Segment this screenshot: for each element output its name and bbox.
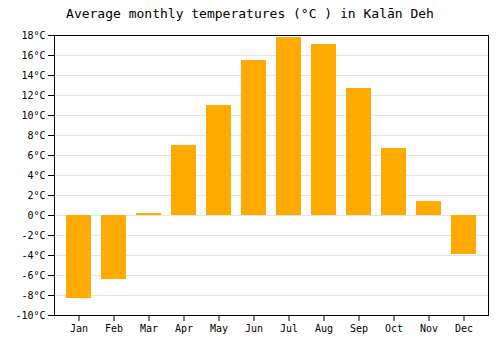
svg-text:Aug: Aug	[315, 323, 333, 334]
svg-text:Jun: Jun	[245, 323, 263, 334]
svg-text:-4°C: -4°C	[21, 250, 45, 261]
html-text:Average monthly temperatures (: Average monthly temperatures (°C ) in Ka…	[66, 6, 434, 21]
svg-text:Feb: Feb	[105, 323, 123, 334]
svg-text:Apr: Apr	[175, 323, 193, 334]
svg-text:May: May	[210, 323, 228, 334]
svg-text:10°C: 10°C	[21, 110, 45, 121]
svg-text:Nov: Nov	[420, 323, 438, 334]
svg-text:-10°C: -10°C	[15, 310, 45, 321]
svg-text:Mar: Mar	[140, 323, 158, 334]
svg-text:4°C: 4°C	[27, 170, 45, 181]
svg-text:14°C: 14°C	[21, 70, 45, 81]
svg-text:Jan: Jan	[70, 323, 88, 334]
svg-text:-6°C: -6°C	[21, 270, 45, 281]
svg-text:Sep: Sep	[350, 323, 368, 334]
svg-text:18°C: 18°C	[21, 30, 45, 41]
svg-text:0°C: 0°C	[27, 210, 45, 221]
svg-text:16°C: 16°C	[21, 50, 45, 61]
svg-text:6°C: 6°C	[27, 150, 45, 161]
svg-text:2°C: 2°C	[27, 190, 45, 201]
svg-text:8°C: 8°C	[27, 130, 45, 141]
svg-text:12°C: 12°C	[21, 90, 45, 101]
svg-text:Jul: Jul	[280, 323, 298, 334]
svg-text:Dec: Dec	[455, 323, 473, 334]
svg-text:-8°C: -8°C	[21, 290, 45, 301]
svg-text:-2°C: -2°C	[21, 230, 45, 241]
svg-text:Oct: Oct	[385, 323, 403, 334]
